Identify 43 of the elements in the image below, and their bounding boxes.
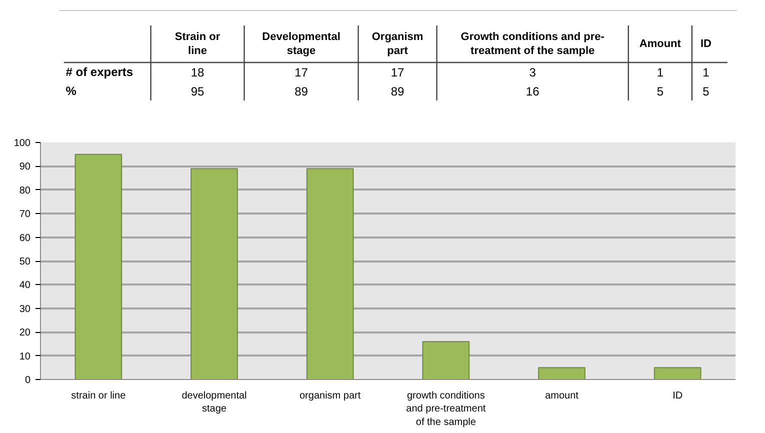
data-label: 89 [390, 84, 405, 98]
category-label: Amount [639, 38, 682, 50]
y-tick-label: 80 [19, 185, 31, 196]
data-label: 17 [390, 66, 405, 80]
y-tick-label: 60 [19, 232, 31, 244]
data-label: 5 [656, 84, 664, 98]
category-label: Developmental stage [262, 31, 340, 57]
bar [74, 154, 122, 380]
bar [654, 367, 702, 380]
data-label: 18 [190, 66, 205, 80]
bar [422, 341, 470, 380]
category-label: ID [700, 38, 712, 50]
y-tick-label: 10 [19, 351, 31, 362]
x-tick-label: ID [672, 390, 683, 402]
x-tick-label: developmental stage [182, 390, 247, 415]
data-label: 1 [656, 66, 664, 80]
bar [190, 168, 238, 380]
y-tick-label: 70 [19, 209, 31, 220]
y-tick-label: 100 [14, 138, 31, 149]
bar [306, 168, 354, 380]
data-label: 1 [702, 66, 710, 80]
y-tick-label: 50 [19, 256, 31, 268]
y-tick-label: 20 [19, 328, 31, 339]
category-label: Organism part [372, 31, 424, 57]
y-tick-label: 90 [19, 162, 31, 173]
data-label: 89 [294, 84, 308, 98]
data-label: 16 [526, 84, 540, 98]
y-tick-label: 0 [24, 375, 31, 386]
x-tick-label: growth conditions and pre-treatment of the sample [406, 390, 486, 428]
data-label: 5 [702, 84, 710, 98]
data-label: 3 [529, 66, 536, 80]
y-tick-label: 30 [19, 304, 31, 315]
data-label: 17 [294, 66, 308, 80]
y-tick-label: 40 [19, 280, 31, 292]
category-label: Strain or line [174, 31, 221, 57]
text: % [66, 84, 77, 98]
data-label: 95 [190, 84, 205, 98]
text: # of experts [66, 65, 134, 79]
category-label: Growth conditions and pre-treatment of the sample [460, 31, 605, 57]
x-tick-label: amount [545, 390, 579, 402]
bar [538, 367, 586, 380]
x-tick-label: organism part [300, 390, 361, 402]
x-tick-label: strain or line [71, 390, 126, 402]
